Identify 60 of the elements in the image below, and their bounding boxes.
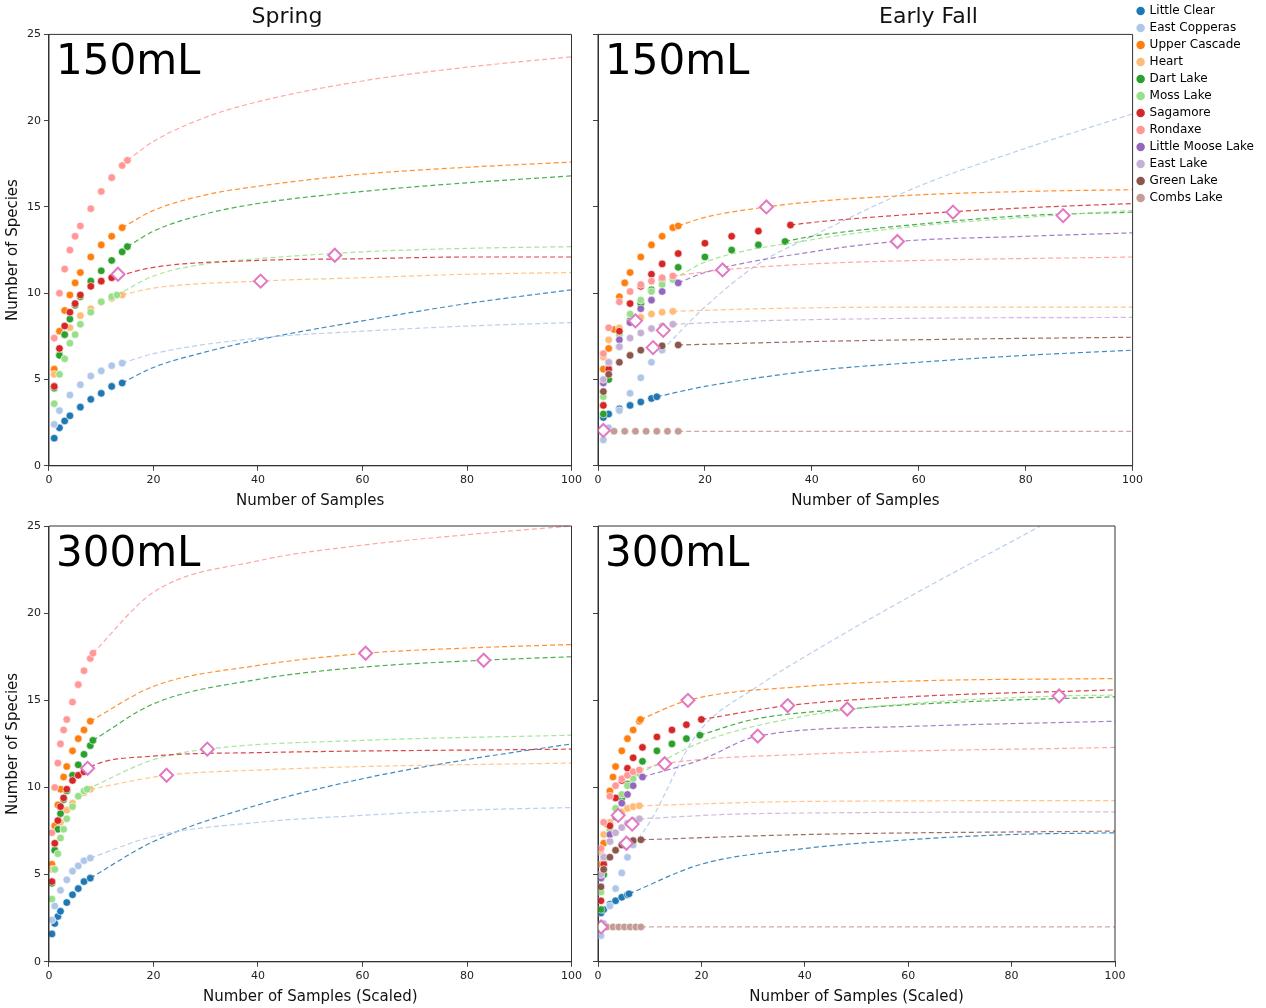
- x-tick-label: 100: [561, 969, 582, 983]
- x-axis-title: Number of Samples: [791, 490, 940, 509]
- legend-label: Heart: [1149, 54, 1184, 69]
- annotation: 300mL: [605, 526, 751, 576]
- x-tick-label: 20: [146, 473, 161, 487]
- legend-label: Combs Lake: [1149, 190, 1223, 205]
- annotation: 150mL: [605, 35, 751, 85]
- legend-label: Moss Lake: [1149, 88, 1212, 103]
- x-tick-label: 0: [45, 473, 53, 487]
- y-tick-label: 10: [27, 780, 41, 794]
- legend-label: East Lake: [1149, 156, 1208, 171]
- x-tick-label: 80: [1004, 969, 1019, 983]
- x-axis-title: Number of Samples (Scaled): [202, 986, 418, 1005]
- x-axis-title: Number of Samples (Scaled): [749, 986, 964, 1005]
- x-tick-label: 100: [1122, 473, 1144, 487]
- y-axis-title: Number of Species: [2, 178, 21, 322]
- x-tick-label: 20: [697, 473, 712, 487]
- y-tick-label: 20: [27, 113, 41, 127]
- x-tick-label: 100: [561, 473, 582, 487]
- annotation: 150mL: [56, 35, 202, 85]
- y-axis-title: Number of Species: [2, 672, 21, 815]
- x-tick-label: 80: [460, 473, 474, 487]
- y-tick-label: 15: [27, 693, 41, 707]
- x-tick-label: 80: [1018, 473, 1033, 487]
- y-tick-label: 20: [27, 606, 41, 620]
- x-tick-label: 0: [594, 969, 602, 983]
- x-tick-label: 0: [594, 473, 602, 487]
- x-tick-label: 80: [460, 969, 474, 983]
- y-tick-label: 0: [34, 954, 41, 968]
- chart-title: Spring: [251, 2, 323, 28]
- x-tick-label: 0: [45, 969, 53, 983]
- y-tick-label: 25: [27, 27, 41, 41]
- x-tick-label: 20: [694, 969, 709, 983]
- x-tick-label: 60: [355, 473, 370, 487]
- annotation: 300mL: [56, 526, 202, 576]
- x-tick-label: 40: [251, 969, 265, 983]
- legend-label: Upper Cascade: [1149, 37, 1241, 52]
- chart-title: Early Fall: [879, 2, 978, 28]
- x-tick-label: 60: [901, 969, 916, 983]
- y-tick-label: 0: [34, 458, 41, 472]
- x-tick-label: 40: [797, 969, 812, 983]
- legend-label: Little Moose Lake: [1149, 139, 1254, 154]
- legend-label: Rondaxe: [1149, 122, 1202, 137]
- legend-label: East Copperas: [1149, 20, 1237, 35]
- y-tick-label: 10: [27, 286, 41, 300]
- legend-label: Dart Lake: [1149, 71, 1208, 86]
- x-tick-label: 60: [355, 969, 370, 983]
- y-tick-label: 25: [27, 518, 41, 532]
- x-tick-label: 40: [251, 473, 265, 487]
- x-axis-title: Number of Samples: [236, 490, 385, 509]
- legend-label: Little Clear: [1149, 3, 1216, 18]
- y-tick-label: 5: [34, 867, 41, 881]
- x-tick-label: 100: [1104, 969, 1126, 983]
- x-tick-label: 20: [146, 969, 161, 983]
- x-tick-label: 40: [804, 473, 819, 487]
- x-tick-label: 60: [911, 473, 926, 487]
- legend-label: Green Lake: [1149, 173, 1218, 188]
- y-tick-label: 15: [27, 199, 41, 213]
- legend-label: Sagamore: [1149, 105, 1211, 120]
- y-tick-label: 5: [34, 372, 41, 386]
